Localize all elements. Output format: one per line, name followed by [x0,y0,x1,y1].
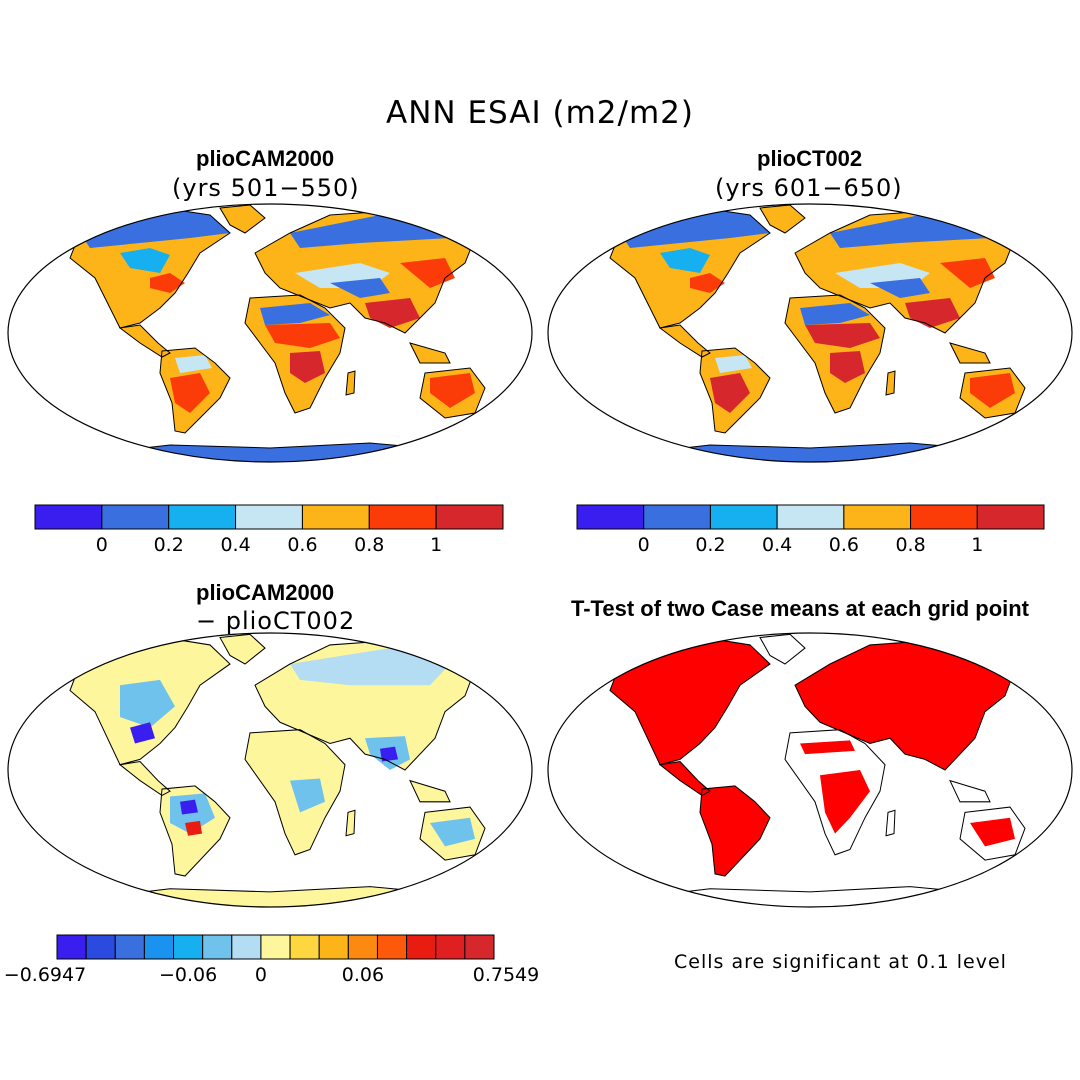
colorbar-diff-swatch [435,934,466,960]
colorbar-right-tick-label: 1 [971,534,983,556]
colorbar-right-swatch [776,504,845,530]
colorbar-diff-tick-label: 0 [255,964,267,986]
colorbar-absolute-right: 0 0.2 0.4 0.6 0.8 1 [576,504,1045,556]
colorbar-diff-tick-label: −0.06 [159,964,217,986]
panel-subtitle-bottom-left: − plioCT002 [196,607,356,635]
map-border [7,203,533,463]
colorbar-diff-swatch [347,934,378,960]
colorbar-left-tick-label: 0.8 [354,534,384,556]
colorbar-right-swatch [910,504,978,530]
colorbar-diff-swatch [406,934,437,960]
colorbar-diff-tick-label: 0.7549 [473,964,539,986]
colorbar-difference: −0.6947 −0.06 0 0.06 0.7549 [4,934,539,986]
colorbar-right-tick-label: 0.2 [695,534,725,556]
colorbar-left-swatch [34,504,103,530]
significance-note: Cells are significant at 0.1 level [674,951,1007,973]
colorbar-left-tick-label: 1 [430,534,442,556]
colorbar-diff-swatch [56,934,87,960]
map-panel-bottom-right [547,632,1073,908]
colorbar-left-swatch [368,504,437,530]
colorbar-diff-swatch [289,934,320,960]
colorbar-diff-swatch [143,934,175,960]
colorbar-diff-swatch [114,934,145,960]
panel-subtitle-top-left: (yrs 501−550) [172,174,360,202]
colorbar-left-swatch [435,504,504,530]
colorbar-diff-swatch [202,934,233,960]
colorbar-right-tick-label: 0.6 [829,534,859,556]
colorbar-diff-swatch [173,934,204,960]
panel-title-bottom-left: plioCAM2000 [196,580,335,605]
map-panel-top-right [547,203,1073,463]
map-panel-top-left [7,203,533,463]
colorbar-right-swatch [709,504,778,530]
colorbar-diff-swatch [231,934,262,960]
colorbar-diff-swatch [318,934,349,960]
panel-title-bottom-right: T-Test of two Case means at each grid po… [571,596,1030,621]
colorbar-left-swatch [235,504,303,530]
colorbar-left-swatch [168,504,237,530]
panel-title-top-left: plioCAM2000 [196,146,335,171]
colorbar-right-swatch [976,504,1045,530]
colorbar-diff-swatch [376,934,408,960]
colorbar-diff-swatch [85,934,116,960]
colorbar-left-tick-label: 0.2 [154,534,184,556]
colorbar-left-swatch [101,504,170,530]
colorbar-diff-tick-label: −0.6947 [4,964,86,986]
colorbar-right-swatch [576,504,645,530]
colorbar-diff-swatch [260,934,291,960]
colorbar-right-swatch [643,504,711,530]
panel-title-top-right: plioCT002 [757,146,863,171]
colorbar-left-tick-label: 0.6 [287,534,317,556]
colorbar-right-tick-label: 0 [638,534,650,556]
colorbar-left-tick-label: 0 [96,534,108,556]
colorbar-right-swatch [843,504,912,530]
colorbar-left-tick-label: 0.4 [220,534,250,556]
colorbar-right-tick-label: 0.8 [895,534,925,556]
panel-subtitle-top-right: (yrs 601−650) [715,174,903,202]
map-panel-bottom-left [7,632,533,908]
colorbar-diff-swatch [464,934,495,960]
main-title: ANN ESAI (m2/m2) [386,95,694,131]
colorbar-absolute-left: 0 0.2 0.4 0.6 0.8 1 [34,504,504,556]
colorbar-right-tick-label: 0.4 [762,534,792,556]
colorbar-left-swatch [301,504,370,530]
colorbar-diff-tick-label: 0.06 [342,964,384,986]
